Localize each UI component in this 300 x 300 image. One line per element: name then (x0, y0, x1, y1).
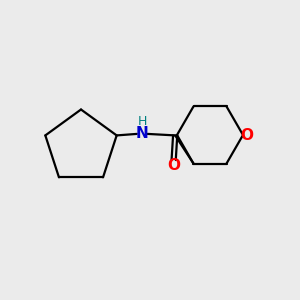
Text: N: N (136, 126, 148, 141)
Text: H: H (138, 115, 148, 128)
Text: O: O (167, 158, 180, 173)
Text: O: O (240, 128, 253, 142)
